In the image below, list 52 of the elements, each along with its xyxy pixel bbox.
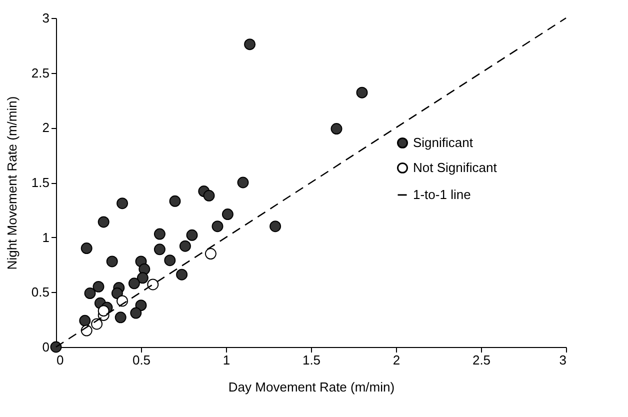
- legend-label: Significant: [413, 134, 474, 150]
- y-tick-label: 1: [42, 230, 50, 245]
- point: [106, 256, 118, 268]
- point: [136, 272, 148, 284]
- point: [222, 208, 234, 220]
- point: [50, 341, 62, 353]
- x-tick-label: 2.5: [472, 352, 491, 368]
- point: [154, 244, 166, 256]
- point: [237, 176, 249, 188]
- point: [356, 86, 368, 98]
- x-tick-label: 2: [392, 352, 400, 368]
- x-tick-label: 1.5: [302, 352, 321, 368]
- point: [91, 318, 103, 330]
- x-tick-label: 3: [559, 352, 566, 368]
- point: [212, 220, 224, 232]
- y-tick-label: 1.5: [31, 175, 50, 190]
- point: [204, 248, 216, 260]
- y-axis-title: Night Movement Rate (m/min): [4, 96, 20, 270]
- x-tick-label: 0: [56, 352, 64, 368]
- legend-label: 1-to-1 line: [413, 186, 471, 202]
- point: [164, 254, 176, 266]
- point: [147, 278, 159, 290]
- point: [92, 280, 104, 292]
- point: [98, 216, 110, 228]
- x-axis-title: Day Movement Rate (m/min): [228, 380, 395, 394]
- point: [116, 198, 128, 210]
- point: [179, 240, 191, 252]
- point: [84, 288, 96, 299]
- y-tick-label: 0.5: [31, 284, 50, 300]
- point: [98, 305, 110, 317]
- x-tick-label: 0.5: [132, 352, 151, 368]
- point: [186, 229, 198, 241]
- point: [176, 268, 188, 280]
- point: [80, 242, 92, 254]
- legend-label: Not Significant: [413, 160, 498, 175]
- point: [154, 228, 166, 240]
- y-tick-label: 0: [42, 340, 50, 354]
- y-tick-label: 3: [42, 10, 50, 26]
- point: [135, 300, 147, 312]
- point: [130, 307, 142, 319]
- point: [169, 195, 181, 207]
- point: [244, 38, 256, 50]
- y-tick-label: 2: [42, 120, 50, 136]
- point: [114, 312, 126, 324]
- point: [111, 288, 123, 299]
- x-tick-label: 1: [222, 352, 230, 368]
- point: [79, 314, 91, 326]
- point: [128, 278, 140, 290]
- point: [270, 220, 282, 232]
- point: [330, 123, 342, 134]
- y-tick-label: 2.5: [31, 65, 50, 80]
- point: [203, 190, 215, 202]
